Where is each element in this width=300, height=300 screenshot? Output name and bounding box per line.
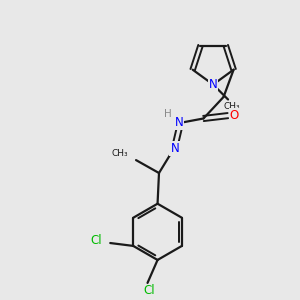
Text: CH₃: CH₃ — [223, 102, 240, 111]
Text: Cl: Cl — [143, 284, 155, 298]
Text: N: N — [209, 78, 218, 91]
Text: N: N — [175, 116, 184, 129]
Text: H: H — [164, 109, 172, 118]
Text: N: N — [170, 142, 179, 155]
Text: O: O — [230, 109, 239, 122]
Text: CH₃: CH₃ — [111, 149, 128, 158]
Text: Cl: Cl — [91, 234, 102, 247]
